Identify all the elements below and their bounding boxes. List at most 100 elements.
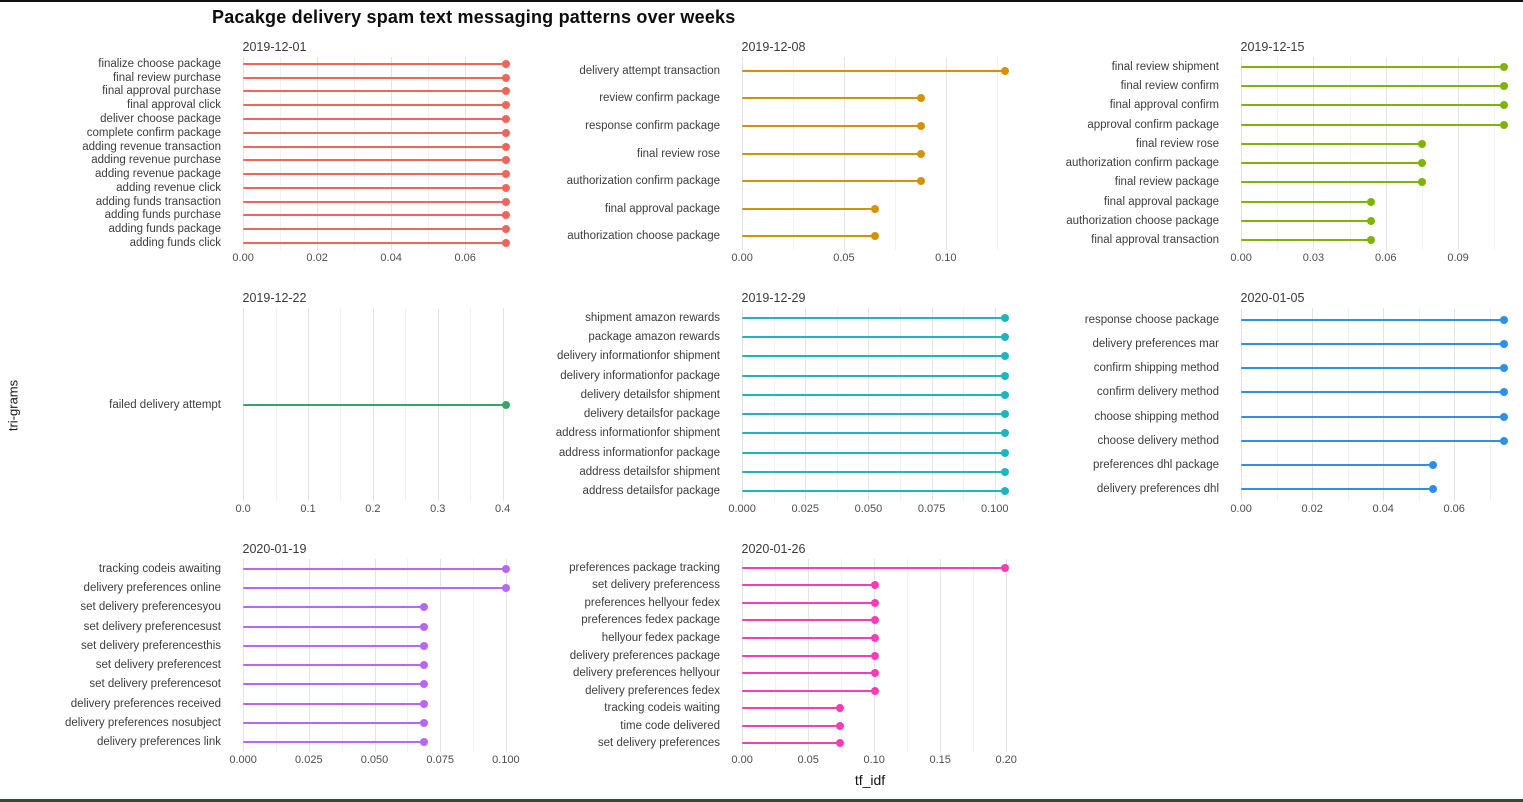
category-label: delivery preferences link — [96, 736, 221, 749]
lollipop-stem — [243, 403, 506, 406]
category-label: set delivery preferencesthis — [81, 639, 221, 652]
minor-gridline — [473, 559, 475, 752]
lollipop-row — [1228, 380, 1517, 404]
lollipop-stem — [1241, 142, 1422, 145]
plot-panel — [230, 57, 519, 250]
x-axis: 0.00 0.02 0.04 0.06 — [1228, 501, 1517, 516]
lollipop-stem — [742, 636, 876, 639]
category-label: preferences hellyour fedex — [584, 596, 720, 609]
minor-gridline — [341, 559, 343, 752]
major-gridline — [931, 308, 933, 501]
category-label: tracking codeis awaiting — [98, 562, 221, 575]
x-tick-label: 0.03 — [1302, 252, 1325, 264]
lollipop-stem — [243, 741, 425, 744]
y-axis-category-labels: finalize choose package final review purc… — [30, 57, 230, 250]
lollipop-stem — [742, 724, 840, 727]
lollipop-stem — [243, 567, 506, 570]
lollipop-row — [729, 424, 1018, 443]
lollipop-row — [729, 699, 1018, 717]
lollipop-row — [230, 559, 519, 578]
category-label: preferences fedex package — [581, 614, 720, 627]
category-label: final review rose — [1135, 137, 1219, 150]
major-gridline — [1383, 308, 1385, 501]
category-label: set delivery preferencesust — [83, 620, 221, 633]
lollipop-row — [729, 482, 1018, 501]
lollipop-stem — [742, 451, 1005, 454]
facet-strip-title: 2019-12-01 — [242, 40, 307, 54]
lollipop-stem — [243, 702, 425, 705]
plot-panel — [1228, 57, 1517, 250]
lollipop-row — [729, 140, 1018, 168]
y-axis-category-labels: final review shipment final review confir… — [1028, 57, 1228, 250]
x-tick-label: 0.00 — [1230, 252, 1252, 264]
lollipop-stem — [742, 335, 1005, 338]
x-tick-label: 0.05 — [833, 252, 855, 264]
facet-2020-01-19: 2020-01-19 tracking codeis awaiting delive… — [30, 542, 520, 767]
facet-2019-12-08: 2019-12-08 delivery attempt transaction re… — [529, 40, 1018, 265]
lollipop-dot — [871, 633, 880, 642]
plot-panel — [729, 308, 1018, 501]
category-label: final approval click — [127, 99, 221, 112]
lollipop-dot — [501, 564, 510, 573]
minor-gridline — [1418, 308, 1420, 501]
lollipop-dot — [871, 616, 880, 625]
lollipop-stem — [1241, 319, 1504, 322]
lollipop-dot — [871, 669, 880, 678]
lollipop-dot — [1367, 197, 1376, 206]
category-label: final review confirm — [1120, 79, 1219, 92]
x-tick-label: 0.02 — [306, 252, 328, 264]
category-label: address informationfor shipment — [555, 427, 720, 440]
lollipop-row — [729, 308, 1018, 327]
minor-gridline — [1349, 57, 1351, 250]
minor-gridline — [773, 308, 775, 501]
window-bottom-border — [0, 799, 1523, 802]
major-gridline — [308, 559, 310, 752]
lollipop-dot — [1499, 120, 1508, 129]
x-tick-label: 0.4 — [494, 503, 511, 515]
lollipop-dot — [1499, 101, 1508, 110]
lollipop-dot — [1499, 316, 1508, 325]
x-tick-label: 0.15 — [929, 754, 951, 766]
x-tick-label: 0.06 — [454, 252, 476, 264]
category-label: final review shipment — [1111, 60, 1219, 73]
lollipop-dot — [1000, 313, 1009, 322]
lollipop-stem — [1241, 439, 1504, 442]
category-label: delivery detailsfor package — [583, 408, 720, 421]
x-axis: 0.00 0.05 0.10 0.15 0.20 — [729, 752, 1018, 767]
lollipop-stem — [742, 69, 1005, 72]
lollipop-dot — [870, 232, 879, 241]
category-label: shipment amazon rewards — [585, 311, 720, 324]
lollipop-row — [729, 327, 1018, 346]
lollipop-row — [230, 694, 519, 713]
lollipop-stem — [742, 413, 1005, 416]
category-label: adding funds purchase — [104, 209, 221, 222]
lollipop-row — [729, 167, 1018, 195]
minor-gridline — [428, 57, 430, 250]
category-label: authorization confirm package — [566, 175, 720, 188]
lollipop-dot — [1417, 178, 1426, 187]
x-tick-label: 0.100 — [980, 503, 1009, 515]
lollipop-stem — [1241, 65, 1504, 68]
major-gridline — [243, 57, 245, 250]
major-gridline — [1312, 308, 1314, 501]
major-gridline — [868, 308, 870, 501]
lollipop-stem — [243, 214, 506, 217]
lollipop-dot — [1000, 371, 1009, 380]
lollipop-row — [1228, 96, 1517, 115]
y-axis-category-labels: shipment amazon rewards package amazon re… — [529, 308, 729, 501]
plot-panel — [230, 308, 519, 501]
y-axis-category-labels: failed delivery attempt — [30, 308, 230, 501]
lollipop-dot — [501, 59, 510, 68]
minor-gridline — [1489, 308, 1491, 501]
plot-panel — [230, 559, 519, 752]
chart-title: Pacakge delivery spam text messaging pat… — [212, 7, 736, 27]
lollipop-row — [1228, 76, 1517, 95]
facet-strip-title: 2019-12-29 — [741, 291, 806, 305]
x-axis: 0.00 0.03 0.06 0.09 — [1228, 250, 1517, 265]
category-label: failed delivery attempt — [109, 398, 221, 411]
category-label: authorization choose package — [567, 230, 720, 243]
lollipop-dot — [835, 704, 844, 713]
lollipop-stem — [742, 124, 922, 127]
lollipop-dot — [501, 142, 510, 151]
lollipop-dot — [501, 73, 510, 82]
